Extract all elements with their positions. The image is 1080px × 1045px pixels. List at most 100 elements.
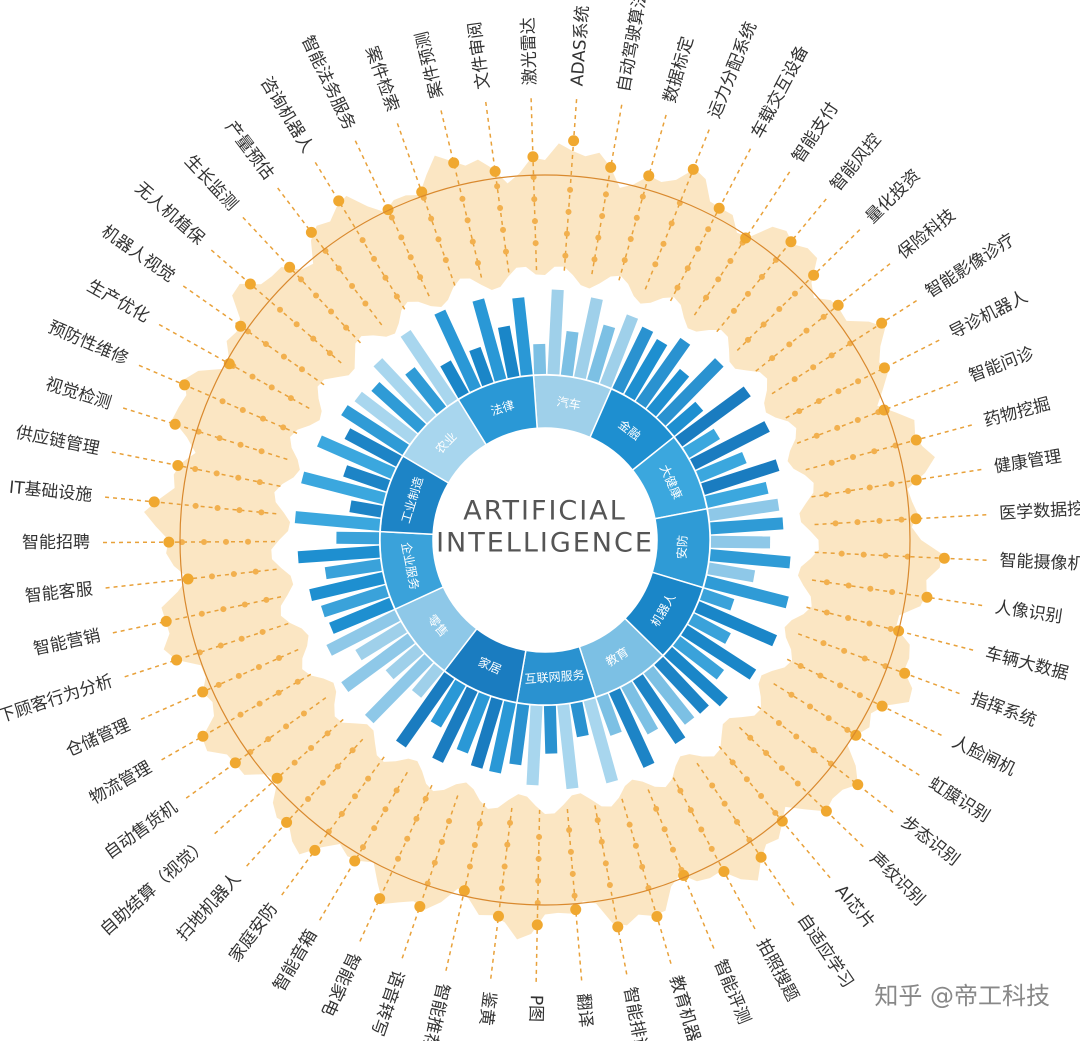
dot — [821, 314, 827, 320]
dot — [459, 196, 465, 202]
dot — [328, 309, 334, 315]
dot — [633, 843, 639, 849]
end-dot — [877, 701, 888, 712]
dot — [360, 844, 366, 850]
end-dot — [493, 911, 504, 922]
dot — [325, 730, 331, 736]
dot — [564, 231, 570, 237]
dot — [845, 615, 851, 621]
dot — [349, 283, 355, 289]
dot — [503, 249, 509, 255]
dot — [217, 435, 223, 441]
dot — [845, 488, 851, 494]
dot — [788, 692, 794, 698]
dot — [677, 788, 683, 794]
dot — [607, 882, 613, 888]
dot — [715, 276, 721, 282]
end-dot — [284, 262, 295, 273]
dot — [628, 236, 634, 242]
dot — [871, 448, 877, 454]
end-dot — [939, 553, 950, 564]
dot — [639, 864, 645, 870]
end-dot — [235, 321, 246, 332]
dot — [709, 846, 715, 852]
dot — [499, 885, 505, 891]
dot — [192, 466, 198, 472]
end-dot — [309, 845, 320, 856]
end-dot — [414, 901, 425, 912]
dot — [494, 183, 500, 189]
center-title: INTELLIGENCE — [436, 528, 654, 559]
dot — [876, 518, 882, 524]
dot — [343, 325, 349, 331]
dot — [759, 274, 765, 280]
dot — [568, 849, 574, 855]
application-label: 智能招聘 — [22, 533, 90, 553]
dot — [705, 226, 711, 232]
dot — [566, 209, 572, 215]
application-label: 智能风控 — [827, 130, 886, 195]
bar — [326, 565, 381, 573]
end-dot — [272, 773, 283, 784]
end-dot — [161, 616, 172, 627]
bar — [553, 290, 557, 374]
dot — [857, 692, 863, 698]
dot — [470, 239, 476, 245]
application-label: 智能支付 — [789, 99, 843, 167]
dot — [824, 579, 830, 585]
dot — [662, 826, 668, 832]
dot — [572, 893, 578, 899]
dot — [744, 776, 750, 782]
dot — [814, 433, 820, 439]
end-dot — [197, 731, 208, 742]
dot — [866, 620, 872, 626]
dot — [599, 213, 605, 219]
dot — [833, 520, 839, 526]
dot — [703, 295, 709, 301]
application-label: 医学数据挖掘 — [999, 498, 1080, 524]
end-dot — [833, 300, 844, 311]
end-dot — [911, 474, 922, 485]
dot — [280, 424, 286, 430]
application-label: 声纹识别 — [866, 848, 929, 910]
dot — [214, 470, 220, 476]
bar — [711, 542, 770, 543]
dot — [731, 308, 737, 314]
bar — [709, 568, 755, 576]
dot — [327, 350, 333, 356]
dot — [745, 291, 751, 297]
dot — [599, 839, 605, 845]
dot — [218, 643, 224, 649]
dot — [627, 822, 633, 828]
dot — [292, 760, 298, 766]
dot — [769, 355, 775, 361]
end-dot — [911, 434, 922, 445]
application-label: 生长监测 — [180, 151, 241, 214]
application-label: 智能排课 — [619, 985, 651, 1041]
dot — [398, 234, 404, 240]
dot — [239, 636, 245, 642]
end-dot — [605, 162, 616, 173]
application-label: 供应链管理 — [14, 423, 101, 460]
dot — [472, 842, 478, 848]
application-label: 自适应学习 — [793, 910, 857, 992]
bar — [515, 705, 523, 765]
application-label: 激光雷达 — [519, 17, 541, 86]
application-label: 产量预估 — [221, 117, 278, 183]
dot — [758, 793, 764, 799]
end-dot — [179, 379, 190, 390]
application-label: 自动驾驶算法 — [614, 0, 651, 94]
dot — [259, 448, 265, 454]
dot — [320, 780, 326, 786]
end-dot — [527, 151, 538, 162]
dot — [854, 519, 860, 525]
end-dot — [785, 236, 796, 247]
bar — [518, 298, 527, 375]
dot — [695, 246, 701, 252]
dot — [299, 366, 305, 372]
dot — [500, 227, 506, 233]
end-dot — [490, 166, 501, 177]
dot — [734, 819, 740, 825]
end-dot — [172, 460, 183, 471]
end-dot — [570, 904, 581, 915]
